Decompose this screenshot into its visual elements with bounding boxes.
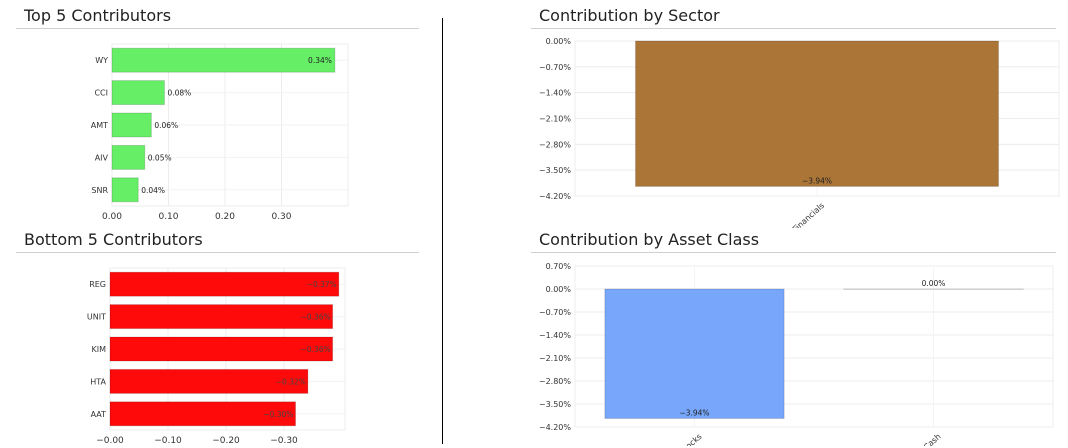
bottom5-bar — [109, 304, 334, 330]
sector-y-tick-label: −1.40% — [539, 89, 572, 98]
top5-x-tick-label: 0.20 — [215, 212, 235, 222]
panel-divider — [442, 18, 443, 444]
sector-category-label: Financials — [791, 201, 826, 228]
top5-bar — [111, 144, 146, 170]
bottom5-data-label: −0.32% — [276, 377, 306, 386]
top5-bar — [111, 80, 165, 106]
bottom5-category-label: REG — [89, 280, 106, 289]
bottom5-title: Bottom 5 Contributors — [24, 230, 203, 249]
top5-category-label: AMT — [91, 121, 108, 130]
top5-data-label: 0.06% — [154, 121, 178, 130]
bottom5-category-label: HTA — [90, 377, 106, 386]
top5-category-label: AIV — [95, 153, 109, 162]
top5-x-tick-label: 0.10 — [158, 212, 178, 222]
top5-category-label: CCI — [94, 89, 108, 98]
asset-y-tick-label: 0.70% — [546, 262, 572, 271]
bottom5-category-label: UNIT — [87, 313, 106, 322]
bottom5-data-label: −0.36% — [301, 345, 331, 354]
top5-bar — [111, 177, 139, 203]
asset-rule — [531, 252, 1056, 253]
sector-title: Contribution by Sector — [539, 6, 720, 25]
sector-y-tick-label: −3.50% — [539, 166, 572, 175]
top5-category-label: SNR — [91, 186, 108, 195]
top5-category-label: WY — [95, 56, 108, 65]
sector-data-label: −3.94% — [802, 176, 832, 185]
asset-category-label: Cash — [922, 432, 943, 446]
bottom5-bar — [109, 401, 297, 427]
sector-y-tick-label: −4.20% — [539, 192, 572, 201]
top5-title: Top 5 Contributors — [24, 6, 172, 25]
asset-data-label: 0.00% — [922, 279, 946, 288]
sector-y-tick-label: −2.10% — [539, 115, 572, 124]
asset-bar — [843, 288, 1024, 290]
asset-y-tick-label: −1.40% — [539, 331, 572, 340]
sector-y-tick-label: −0.70% — [539, 63, 572, 72]
bottom5-bar — [109, 271, 340, 297]
sector-rule — [531, 28, 1056, 29]
bottom5-chart: −0.00 −0.10 −0.20 −0.30 REG −0.37% UNIT −0.36% K… — [87, 267, 346, 446]
sector-bar — [635, 40, 999, 187]
bottom5-x-tick-label: −0.30 — [270, 436, 298, 446]
bottom5-category-label: KIM — [91, 345, 106, 354]
asset-y-tick-label: 0.00% — [546, 285, 572, 294]
asset-y-tick-label: −3.50% — [539, 400, 572, 409]
asset-bar — [604, 288, 785, 419]
asset-y-tick-label: −2.80% — [539, 377, 572, 386]
bottom5-bar — [109, 368, 309, 394]
bottom5-rule — [16, 252, 419, 253]
top5-rule — [16, 28, 419, 29]
top5-data-label: 0.04% — [141, 186, 165, 195]
bottom5-data-label: −0.37% — [307, 280, 337, 289]
top5-data-label: 0.08% — [167, 89, 191, 98]
bottom5-data-label: −0.36% — [301, 313, 331, 322]
bottom5-x-tick-label: −0.10 — [154, 436, 182, 446]
bottom5-category-label: AAT — [91, 410, 107, 419]
top5-data-label: 0.05% — [148, 153, 172, 162]
top5-bar — [111, 47, 336, 73]
top5-x-tick-label: 0.30 — [271, 212, 291, 222]
asset-category-label: Stocks — [678, 432, 704, 446]
sector-y-tick-label: −2.80% — [539, 140, 572, 149]
bottom5-bar — [109, 336, 334, 362]
asset-y-tick-label: −0.70% — [539, 308, 572, 317]
asset-y-tick-label: −4.20% — [539, 423, 572, 432]
bottom5-x-tick-label: −0.00 — [96, 436, 124, 446]
top5-bar — [111, 112, 152, 138]
top5-data-label: 0.34% — [308, 56, 332, 65]
asset-chart: 0.70% 0.00% −0.70% −1.40% −2.10% −2.80% −3.50%… — [539, 262, 1054, 446]
top5-chart: 0.00 0.10 0.20 0.30 WY 0.34% CCI 0.08% AMT 0.06% A… — [91, 43, 349, 222]
bottom5-data-label: −0.30% — [263, 410, 293, 419]
asset-y-tick-label: −2.10% — [539, 354, 572, 363]
sector-y-tick-label: 0.00% — [546, 37, 572, 46]
sector-chart: 0.00% −0.70% −1.40% −2.10% −2.80% −3.50% −4.20… — [539, 37, 1060, 228]
top5-x-tick-label: 0.00 — [102, 212, 122, 222]
bottom5-x-tick-label: −0.20 — [212, 436, 240, 446]
asset-title: Contribution by Asset Class — [539, 230, 760, 249]
asset-data-label: −3.94% — [679, 408, 709, 417]
